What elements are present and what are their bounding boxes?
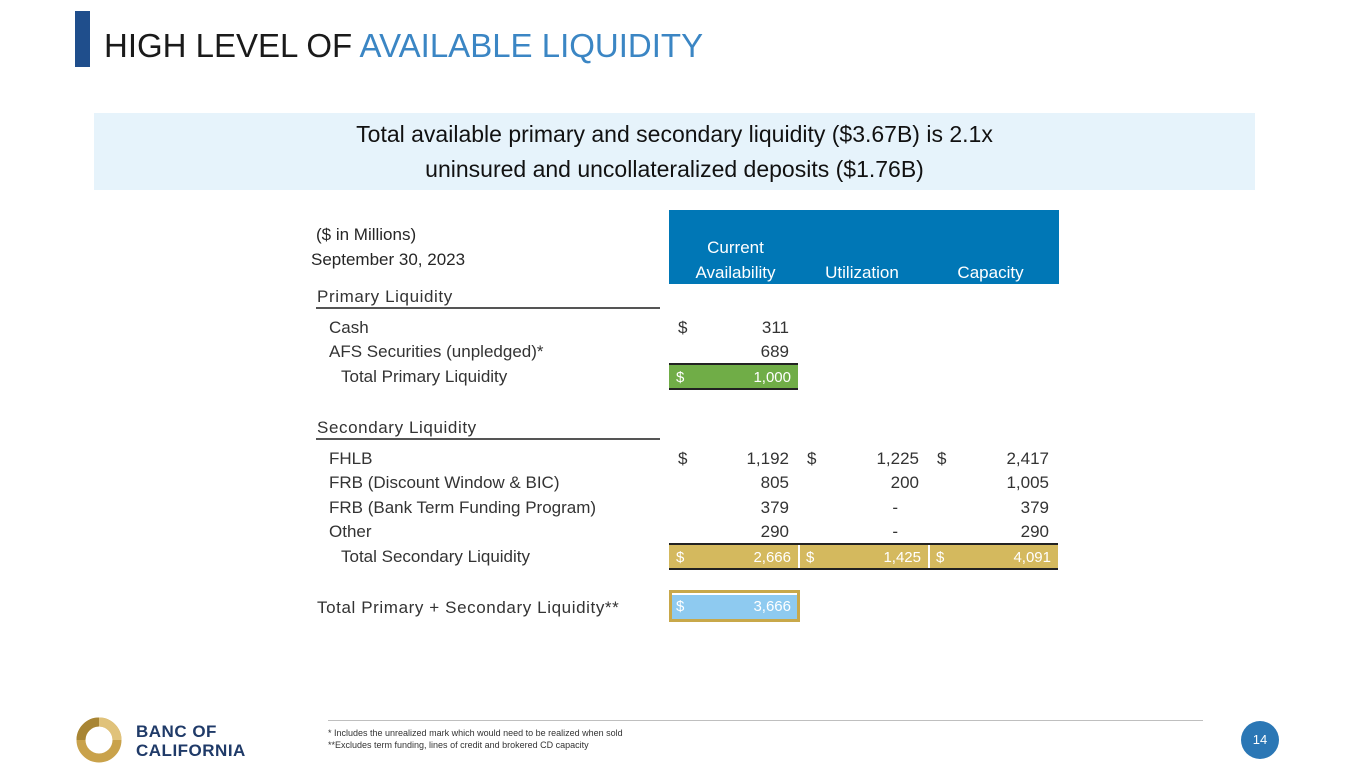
total-secondary-capacity: $ 4,091 bbox=[928, 545, 1058, 570]
fhlb-utilization: $ 1,225 bbox=[798, 446, 928, 471]
column-header-utilization: Utilization bbox=[825, 263, 899, 282]
page-title-part2: AVAILABLE LIQUIDITY bbox=[359, 27, 704, 64]
currency-symbol: $ bbox=[807, 449, 817, 468]
footnote-2: **Excludes term funding, lines of credit… bbox=[328, 740, 589, 750]
frb-dw-availability-value: 805 bbox=[760, 473, 789, 492]
afs-availability: 689 bbox=[669, 339, 798, 364]
fhlb-capacity: $ 2,417 bbox=[928, 446, 1058, 471]
frb-dw-capacity: 1,005 bbox=[928, 470, 1058, 495]
other-capacity-value: 290 bbox=[1020, 522, 1049, 541]
total-secondary-availability: $ 2,666 bbox=[669, 545, 798, 570]
secondary-liquidity-heading: Secondary Liquidity bbox=[317, 418, 477, 437]
frb-btfp-availability-value: 379 bbox=[760, 498, 789, 517]
logo-text-line1: BANC OF bbox=[136, 722, 217, 741]
row-label-total-primary: Total Primary Liquidity bbox=[341, 367, 508, 386]
primary-heading-underline bbox=[316, 307, 660, 309]
other-availability: 290 bbox=[669, 519, 798, 544]
other-capacity: 290 bbox=[928, 519, 1058, 544]
footer-divider bbox=[328, 720, 1203, 721]
row-label-grand-total: Total Primary + Secondary Liquidity** bbox=[317, 598, 620, 617]
row-label-afs-securities: AFS Securities (unpledged)* bbox=[329, 342, 544, 361]
currency-symbol: $ bbox=[676, 369, 685, 386]
cash-availability: $ 311 bbox=[669, 315, 798, 340]
currency-symbol: $ bbox=[676, 598, 685, 615]
row-label-fhlb: FHLB bbox=[329, 449, 373, 468]
row-label-cash: Cash bbox=[329, 318, 369, 337]
row-label-frb-discount-window: FRB (Discount Window & BIC) bbox=[329, 473, 560, 492]
frb-dw-utilization: 200 bbox=[798, 470, 928, 495]
page-title-part1: HIGH LEVEL OF bbox=[104, 27, 360, 64]
summary-banner-line1: Total available primary and secondary li… bbox=[356, 121, 993, 147]
summary-banner-line2: uninsured and uncollateralized deposits … bbox=[425, 156, 924, 182]
grand-total-availability-value: 3,666 bbox=[753, 598, 791, 615]
logo-text-line2: CALIFORNIA bbox=[136, 741, 246, 760]
frb-dw-capacity-value: 1,005 bbox=[1006, 473, 1049, 492]
column-header-capacity: Capacity bbox=[957, 263, 1024, 282]
frb-btfp-availability: 379 bbox=[669, 495, 798, 520]
fhlb-utilization-value: 1,225 bbox=[876, 449, 919, 468]
frb-btfp-capacity: 379 bbox=[928, 495, 1058, 520]
grand-total-highlight-border bbox=[669, 590, 800, 622]
secondary-total-top-rule bbox=[669, 543, 1058, 545]
currency-symbol: $ bbox=[936, 549, 945, 566]
row-label-other: Other bbox=[329, 522, 372, 541]
total-secondary-utilization: $ 1,425 bbox=[798, 545, 928, 570]
currency-symbol: $ bbox=[678, 449, 688, 468]
currency-symbol: $ bbox=[937, 449, 947, 468]
currency-symbol: $ bbox=[678, 318, 688, 337]
row-label-total-secondary: Total Secondary Liquidity bbox=[341, 547, 531, 566]
summary-banner: Total available primary and secondary li… bbox=[94, 113, 1255, 190]
other-utilization: - bbox=[798, 519, 928, 544]
primary-total-bottom-rule bbox=[669, 388, 798, 390]
table-column-header: Current Availability Utilization Capacit… bbox=[669, 210, 1059, 284]
total-secondary-capacity-value: 4,091 bbox=[1013, 549, 1051, 566]
total-secondary-availability-value: 2,666 bbox=[753, 549, 791, 566]
frb-dw-availability: 805 bbox=[669, 470, 798, 495]
footnote-1: * Includes the unrealized mark which wou… bbox=[328, 728, 623, 738]
fhlb-availability-value: 1,192 bbox=[746, 449, 789, 468]
column-header-availability-line2: Availability bbox=[695, 263, 776, 282]
banc-of-california-logo-icon bbox=[76, 717, 122, 763]
frb-btfp-capacity-value: 379 bbox=[1020, 498, 1049, 517]
frb-btfp-utilization-value: - bbox=[892, 498, 898, 517]
fhlb-capacity-value: 2,417 bbox=[1006, 449, 1049, 468]
cash-availability-value: 311 bbox=[761, 318, 789, 337]
total-secondary-utilization-value: 1,425 bbox=[883, 549, 921, 566]
frb-dw-utilization-value: 200 bbox=[890, 473, 919, 492]
primary-liquidity-heading: Primary Liquidity bbox=[317, 287, 453, 306]
secondary-heading-underline bbox=[316, 438, 660, 440]
table-as-of-date: September 30, 2023 bbox=[311, 250, 466, 269]
total-primary-availability-value: 1,000 bbox=[753, 369, 791, 386]
grand-total-availability: $ 3,666 bbox=[672, 595, 797, 619]
other-utilization-value: - bbox=[892, 522, 898, 541]
total-primary-availability: $ 1,000 bbox=[669, 365, 798, 390]
page-number-badge: 14 bbox=[1241, 721, 1279, 759]
page-title: HIGH LEVEL OF AVAILABLE LIQUIDITY bbox=[104, 26, 703, 66]
afs-availability-value: 689 bbox=[760, 342, 789, 361]
primary-total-top-rule bbox=[669, 363, 798, 365]
secondary-total-bottom-rule bbox=[669, 568, 1058, 570]
currency-symbol: $ bbox=[676, 549, 685, 566]
frb-btfp-utilization: - bbox=[798, 495, 928, 520]
row-label-frb-btfp: FRB (Bank Term Funding Program) bbox=[329, 498, 597, 517]
currency-symbol: $ bbox=[806, 549, 815, 566]
other-availability-value: 290 bbox=[760, 522, 789, 541]
title-accent-bar bbox=[75, 11, 90, 67]
column-header-availability-line1: Current bbox=[707, 238, 764, 257]
fhlb-availability: $ 1,192 bbox=[669, 446, 798, 471]
table-units: ($ in Millions) bbox=[316, 225, 417, 244]
